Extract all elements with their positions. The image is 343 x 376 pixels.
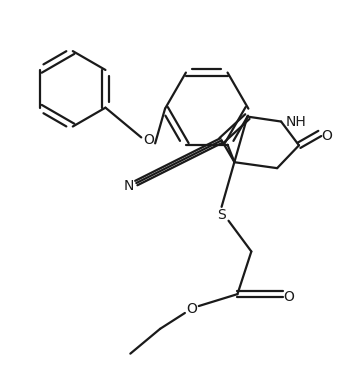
Text: O: O	[143, 133, 154, 147]
Text: S: S	[217, 208, 226, 222]
Text: O: O	[186, 302, 197, 316]
Text: NH: NH	[286, 115, 307, 129]
Text: N: N	[123, 179, 133, 193]
Text: O: O	[284, 290, 295, 304]
Text: O: O	[321, 129, 332, 143]
